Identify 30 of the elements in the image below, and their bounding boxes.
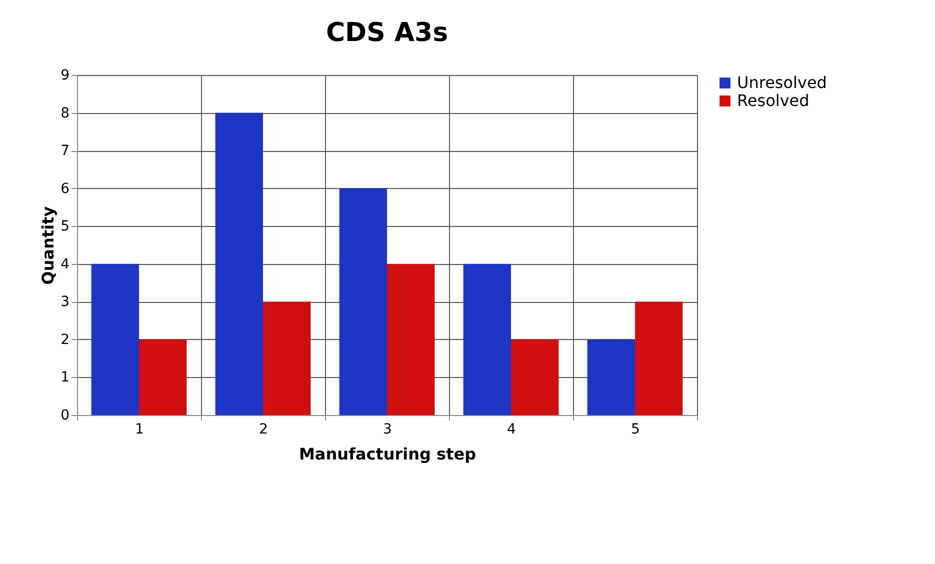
y-tick-label: 1 <box>60 370 70 386</box>
y-tick-label: 7 <box>60 143 70 160</box>
bar <box>339 188 387 415</box>
bar <box>139 339 187 415</box>
bar <box>215 112 263 415</box>
y-tick-label: 3 <box>60 294 70 310</box>
x-tick-label: 2 <box>259 422 268 438</box>
bar <box>587 339 635 415</box>
x-axis-title: Manufacturing step <box>298 444 476 464</box>
bar <box>263 302 311 415</box>
bar <box>511 339 559 415</box>
legend-label: Unresolved <box>737 73 827 92</box>
y-tick-label: 2 <box>60 332 70 348</box>
y-tick-label: 4 <box>60 256 70 272</box>
x-tick-label: 4 <box>507 422 516 438</box>
legend-label: Resolved <box>737 91 810 110</box>
bar <box>91 264 139 415</box>
x-tick-label: 1 <box>135 422 144 438</box>
bar <box>463 264 511 415</box>
x-tick-label: 3 <box>383 422 392 438</box>
bar <box>387 264 435 415</box>
y-tick-label: 0 <box>60 408 70 424</box>
y-axis-title: Quantity <box>38 206 58 285</box>
chart-title: CDS A3s <box>326 18 448 48</box>
y-tick-label: 9 <box>60 68 70 84</box>
y-tick-label: 6 <box>60 180 70 197</box>
x-tick-label: 5 <box>631 422 640 438</box>
y-tick-label: 8 <box>60 105 70 122</box>
bar <box>635 302 683 415</box>
y-tick-label: 5 <box>60 218 70 235</box>
